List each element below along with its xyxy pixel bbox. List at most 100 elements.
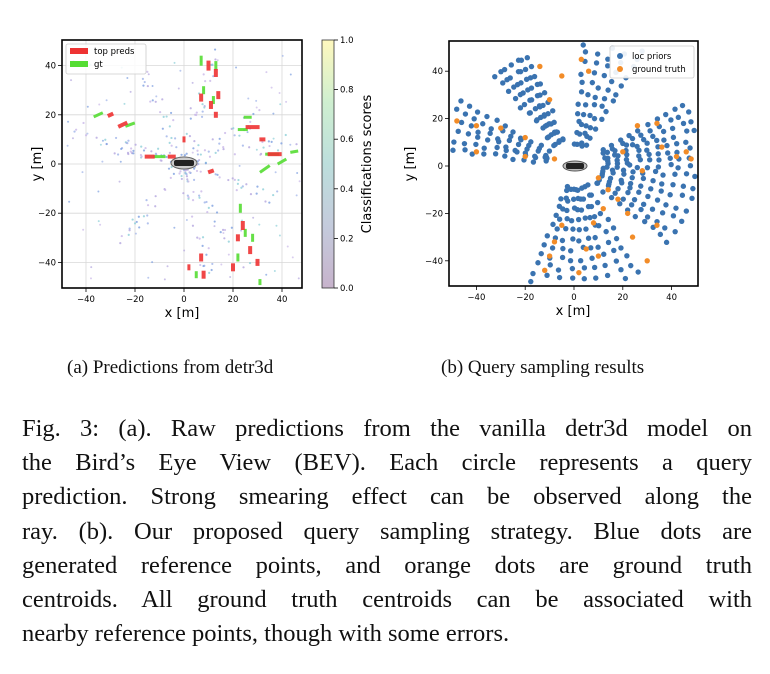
- query-point: [249, 120, 252, 124]
- ground-truth-point: [605, 187, 611, 193]
- loc-prior-point: [532, 154, 539, 161]
- query-point: [170, 144, 173, 147]
- loc-prior-point: [613, 258, 620, 264]
- query-point: [223, 237, 226, 240]
- loc-prior-point: [570, 226, 576, 232]
- query-point: [236, 182, 239, 185]
- query-point: [144, 146, 147, 150]
- query-point: [168, 125, 171, 128]
- caption-line: ray. (b). Our proposed query sampling st…: [22, 517, 752, 545]
- query-point: [224, 131, 227, 135]
- query-point: [281, 54, 284, 57]
- loc-prior-point: [620, 196, 626, 202]
- loc-prior-point: [591, 115, 598, 122]
- loc-prior-point: [622, 275, 629, 282]
- loc-prior-point: [638, 206, 644, 213]
- loc-prior-point: [625, 189, 631, 196]
- subcaption-a: (a) Predictions from detr3d: [67, 357, 274, 378]
- query-point: [207, 206, 210, 209]
- query-point: [197, 144, 200, 147]
- ground-truth-point: [537, 63, 543, 70]
- loc-prior-point: [610, 225, 617, 231]
- ground-truth-point: [634, 123, 641, 129]
- loc-prior-point: [668, 161, 674, 168]
- query-point: [222, 148, 225, 151]
- query-point: [220, 263, 223, 266]
- loc-prior-point: [675, 165, 681, 171]
- query-point: [151, 261, 154, 264]
- pred-box: [231, 263, 235, 272]
- loc-prior-point: [505, 88, 512, 95]
- query-point: [267, 140, 270, 143]
- loc-prior-point: [663, 239, 670, 246]
- query-point: [280, 142, 283, 145]
- query-point: [245, 183, 248, 186]
- pred-box: [240, 221, 245, 230]
- loc-prior-point: [570, 196, 577, 202]
- query-point: [215, 211, 219, 214]
- query-point: [203, 201, 206, 204]
- loc-prior-point: [582, 49, 589, 55]
- loc-prior-point: [575, 101, 581, 107]
- query-point: [134, 232, 137, 235]
- loc-prior-point: [521, 101, 528, 108]
- query-point: [231, 177, 234, 180]
- pred-box: [216, 91, 221, 100]
- loc-prior-point: [502, 153, 508, 159]
- loc-prior-point: [612, 152, 618, 158]
- loc-prior-point: [504, 76, 510, 83]
- panel-b-y-tick-label: −40: [425, 257, 443, 267]
- loc-prior-point: [578, 207, 585, 213]
- caption-line: centroids. All ground truth centroids ca…: [22, 586, 752, 614]
- ground-truth-point: [542, 267, 548, 273]
- colorbar-ticks: 1.0 0.8 0.6 0.4 0.2 0.0: [334, 36, 354, 294]
- query-point: [154, 100, 157, 103]
- panel-a-x-tick-label: 20: [228, 295, 239, 305]
- panel-b-points: [450, 42, 698, 285]
- loc-prior-point: [650, 178, 656, 184]
- loc-prior-point: [618, 267, 624, 273]
- ground-truth-point: [551, 156, 558, 162]
- pred-box: [199, 93, 204, 102]
- query-point: [203, 149, 207, 152]
- loc-prior-point: [640, 201, 647, 208]
- panel-b-axis-ticks: −40 40 −20 20 0 0 20 −20 40 −40: [425, 67, 677, 303]
- loc-prior-point: [595, 244, 601, 250]
- query-point: [261, 140, 264, 144]
- query-point: [201, 110, 204, 113]
- loc-prior-point: [484, 137, 491, 143]
- query-point: [180, 174, 183, 178]
- query-point: [146, 222, 149, 225]
- loc-prior-point: [649, 206, 656, 212]
- query-point: [201, 103, 204, 106]
- query-point: [73, 130, 76, 133]
- query-point: [235, 66, 238, 69]
- loc-prior-point: [541, 242, 547, 248]
- loc-prior-point: [576, 238, 582, 244]
- loc-prior-point: [564, 216, 570, 222]
- loc-prior-point: [605, 239, 612, 246]
- query-point: [211, 204, 214, 207]
- loc-prior-point: [647, 128, 653, 134]
- loc-prior-point: [609, 167, 616, 173]
- query-point: [113, 152, 116, 155]
- loc-prior-point: [582, 102, 589, 108]
- query-point: [214, 151, 217, 154]
- loc-prior-point: [634, 143, 640, 150]
- loc-prior-point: [556, 274, 563, 281]
- loc-prior-point: [646, 157, 653, 163]
- query-point: [172, 172, 175, 175]
- loc-prior-point: [576, 226, 582, 233]
- loc-prior-point: [481, 151, 487, 157]
- loc-prior-point: [618, 137, 624, 143]
- query-point: [209, 79, 212, 82]
- loc-prior-point: [466, 103, 473, 109]
- loc-prior-point: [515, 68, 522, 75]
- query-point: [191, 224, 195, 227]
- loc-prior-point: [589, 255, 595, 261]
- ground-truth-point: [473, 123, 480, 129]
- loc-prior-point: [563, 225, 569, 232]
- loc-prior-point: [495, 138, 502, 145]
- query-point: [68, 200, 71, 203]
- loc-prior-point: [642, 218, 648, 225]
